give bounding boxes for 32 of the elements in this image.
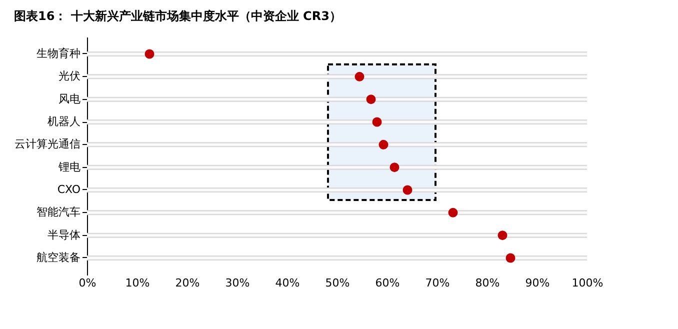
point bbox=[498, 230, 508, 240]
y-tick-label: 半导体 bbox=[48, 228, 80, 242]
y-tick-label: 智能汽车 bbox=[36, 206, 80, 219]
point bbox=[144, 49, 154, 59]
point bbox=[506, 253, 516, 263]
point bbox=[372, 117, 382, 127]
point bbox=[354, 72, 364, 82]
point bbox=[378, 140, 388, 150]
y-tick-label: 风电 bbox=[58, 92, 80, 106]
y-tick-label: 机器人 bbox=[48, 115, 80, 128]
y-tick-label: 光伏 bbox=[58, 70, 80, 83]
x-tick-label: 0% bbox=[78, 276, 96, 290]
chart-title: 图表16： 十大新兴产业链市场集中度水平（中资企业 CR3） bbox=[14, 9, 342, 23]
y-tick-label: 生物育种 bbox=[36, 47, 80, 60]
y-tick-label: CXO bbox=[57, 183, 81, 196]
x-tick-label: 10% bbox=[125, 276, 150, 290]
y-tick-label: 锂电 bbox=[58, 160, 80, 174]
point bbox=[390, 162, 400, 172]
point bbox=[366, 94, 376, 104]
x-tick-label: 90% bbox=[525, 276, 550, 290]
x-tick-label: 30% bbox=[225, 276, 250, 290]
x-tick-label: 50% bbox=[325, 276, 350, 290]
x-tick-label: 40% bbox=[275, 276, 300, 290]
x-tick-label: 80% bbox=[475, 276, 500, 290]
y-tick-label: 航空装备 bbox=[36, 251, 80, 264]
point bbox=[402, 185, 412, 195]
x-tick-label: 20% bbox=[175, 276, 200, 290]
y-tick-label: 云计算光通信 bbox=[14, 138, 80, 151]
point bbox=[448, 208, 458, 218]
x-tick-label: 70% bbox=[425, 276, 450, 290]
x-tick-label: 100% bbox=[572, 276, 604, 290]
x-tick-label: 60% bbox=[375, 276, 400, 290]
